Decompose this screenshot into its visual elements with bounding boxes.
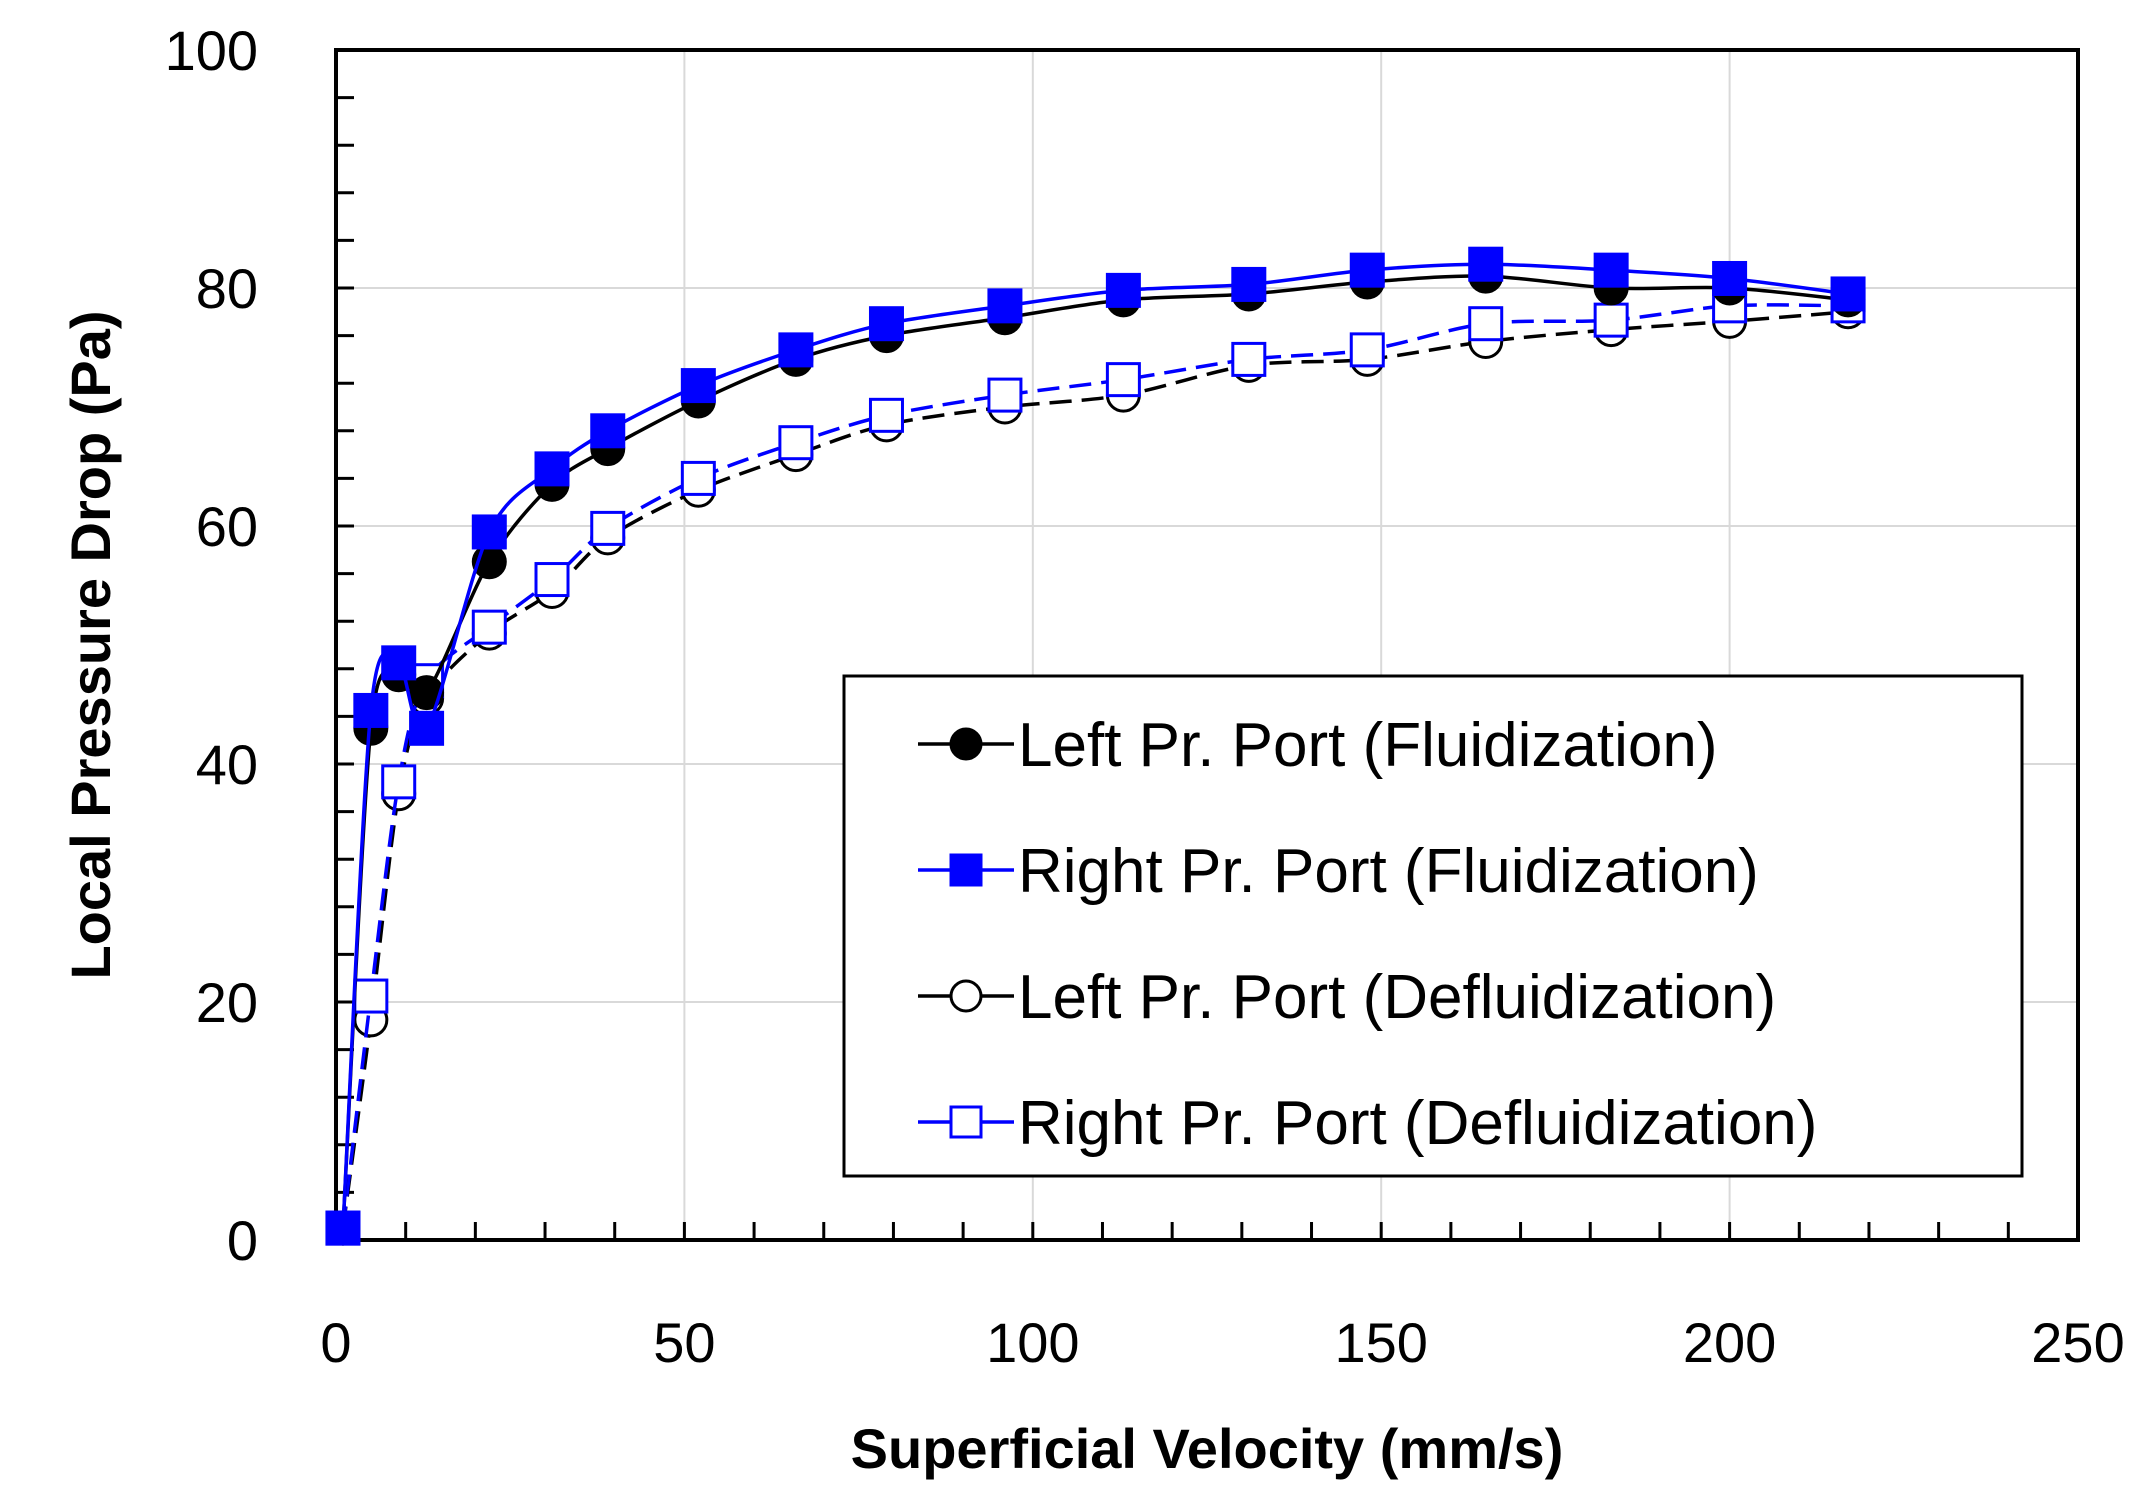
data-point: [1105, 362, 1141, 398]
data-point: [590, 510, 626, 546]
data-point: [987, 288, 1023, 324]
data-point: [1231, 266, 1267, 302]
plot-area: [334, 48, 2080, 1242]
data-point: [868, 306, 904, 342]
data-point: [409, 710, 445, 746]
data-point: [534, 562, 570, 598]
legend-marker: [949, 979, 983, 1013]
legend-marker: [949, 1105, 983, 1139]
legend-label: Right Pr. Port (Defluidization): [1018, 1089, 1817, 1158]
y-tick-label: 60: [196, 495, 258, 558]
data-point: [680, 368, 716, 404]
minor-ticks: [336, 96, 2010, 1240]
data-point: [1593, 302, 1629, 338]
legend-entry: Left Pr. Port (Defluidization): [918, 963, 1776, 1032]
data-point: [409, 675, 445, 711]
x-tick-label: 150: [1334, 1311, 1427, 1374]
data-point: [381, 764, 417, 800]
y-tick-label: 100: [165, 19, 258, 82]
series-4: [325, 288, 1866, 1246]
data-point: [868, 397, 904, 433]
x-tick-label: 0: [320, 1311, 351, 1374]
y-tick-label: 0: [227, 1209, 258, 1272]
y-tick-labels: 0 20 40 60 80 100: [165, 19, 258, 1272]
data-point: [680, 460, 716, 496]
legend: Left Pr. Port (Fluidization) Right Pr. Po…: [842, 674, 2024, 1178]
x-tick-labels: 0 50 100 150 200 250: [320, 1311, 2124, 1374]
data-point: [1349, 252, 1385, 288]
legend-box: [842, 674, 2024, 1178]
data-point: [1349, 332, 1385, 368]
data-point: [1231, 341, 1267, 377]
legend-entry: Right Pr. Port (Fluidization): [918, 837, 1759, 906]
data-point: [590, 413, 626, 449]
legend-label: Left Pr. Port (Defluidization): [1018, 963, 1776, 1032]
data-point: [778, 332, 814, 368]
data-point: [381, 645, 417, 681]
data-point: [534, 451, 570, 487]
data-point: [1468, 306, 1504, 342]
x-tick-label: 250: [2031, 1311, 2124, 1374]
data-point: [325, 1210, 361, 1246]
data-point: [353, 692, 389, 728]
x-tick-label: 100: [986, 1311, 1079, 1374]
legend-marker: [949, 727, 983, 761]
data-point: [778, 425, 814, 461]
data-point: [353, 978, 389, 1014]
data-point: [1712, 260, 1748, 296]
data-point: [1105, 272, 1141, 308]
data-point: [987, 377, 1023, 413]
legend-label: Left Pr. Port (Fluidization): [1018, 711, 1718, 780]
x-tick-label: 50: [653, 1311, 715, 1374]
data-point: [1593, 252, 1629, 288]
x-tick-label: 200: [1683, 1311, 1776, 1374]
y-tick-label: 40: [196, 733, 258, 796]
legend-entry: Right Pr. Port (Defluidization): [918, 1089, 1817, 1158]
legend-entry: Left Pr. Port (Fluidization): [918, 711, 1718, 780]
legend-label: Right Pr. Port (Fluidization): [1018, 837, 1759, 906]
legend-marker: [949, 853, 983, 887]
x-axis-title: Superficial Velocity (mm/s): [851, 1417, 1564, 1480]
series-layer: [325, 246, 1866, 1246]
data-point: [471, 609, 507, 645]
series-2: [325, 246, 1866, 1246]
y-axis-title: Local Pressure Drop (Pa): [59, 310, 122, 979]
legend-entries: Left Pr. Port (Fluidization) Right Pr. Po…: [918, 711, 1817, 1158]
data-point: [1830, 276, 1866, 312]
data-point: [471, 514, 507, 550]
y-tick-label: 80: [196, 257, 258, 320]
y-tick-label: 20: [196, 971, 258, 1034]
data-point: [1468, 246, 1504, 282]
